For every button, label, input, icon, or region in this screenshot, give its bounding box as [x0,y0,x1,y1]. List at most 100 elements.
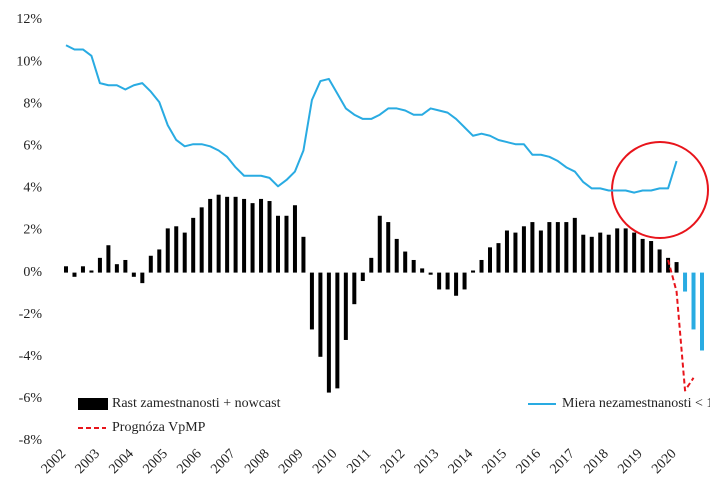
bar [148,255,153,273]
bar [428,272,433,275]
bar [555,222,560,273]
bar [674,262,679,273]
bar [131,272,136,277]
bar [403,251,408,273]
bar [182,232,187,273]
line [667,259,695,392]
legend-label: Rast zamestnanosti + nowcast [112,396,281,411]
legend-label: Prognóza VpMP [112,420,206,435]
legend-swatch [78,398,108,410]
bar [165,228,170,273]
x-tick-label: 2014 [446,446,476,476]
bar [242,198,247,273]
bar [250,203,255,273]
y-tick-label: -6% [19,391,43,406]
bar [191,217,196,273]
bar [284,215,289,273]
bar [276,215,280,273]
bar [462,272,467,290]
bar [318,272,323,357]
x-tick-label: 2017 [547,446,577,476]
bar [623,228,628,273]
bar [683,272,688,292]
x-tick-label: 2005 [140,446,170,476]
bar [80,266,85,273]
bar [649,241,654,273]
bar [233,196,238,273]
bar [360,272,365,282]
bar [657,249,662,273]
bar [632,232,637,273]
bar [479,259,484,273]
bar [530,222,535,273]
x-tick-label: 2009 [276,446,306,476]
x-tick-label: 2008 [242,446,272,476]
bar [394,238,399,273]
bar [420,268,425,273]
line [65,44,678,194]
bar [292,205,297,273]
bar [72,272,77,277]
x-tick-label: 2006 [174,446,204,476]
bar [208,198,213,273]
y-tick-label: 6% [23,139,42,154]
bar [267,201,272,273]
y-tick-label: -2% [19,307,43,322]
y-tick-label: 8% [23,96,42,111]
bar [538,230,543,273]
y-tick-label: 10% [16,54,42,69]
x-tick-label: 2013 [412,446,442,476]
x-tick-label: 2012 [378,446,408,476]
legend-label: Miera nezamestnanosti < 1 rok [562,396,710,411]
bar [471,270,476,273]
bar [437,272,442,290]
y-tick-label: 12% [16,12,42,27]
bar [386,222,391,273]
bar [106,245,111,273]
bar [225,196,230,273]
bar [174,226,179,273]
bar [377,215,382,273]
bar [411,259,416,273]
bar [343,272,348,340]
bar [496,243,501,273]
x-tick-label: 2007 [208,446,238,476]
x-tick-label: 2003 [73,446,103,476]
bar [199,207,204,273]
bar [216,194,221,273]
bar [564,222,569,273]
bar [64,266,68,273]
bar [259,198,264,273]
bar [97,257,102,273]
bar [89,270,94,273]
bar [140,272,145,284]
bar [445,272,450,290]
bar [123,259,128,273]
bar [700,272,704,351]
x-tick-label: 2020 [649,446,679,476]
y-tick-label: -8% [19,433,43,448]
bar [114,264,119,273]
bar [589,236,594,273]
bar [615,228,620,273]
bar [547,222,552,273]
x-tick-label: 2019 [615,446,645,476]
bar [572,217,577,273]
bar [454,272,459,296]
x-tick-label: 2004 [107,446,137,476]
y-tick-label: 2% [23,223,42,238]
bar [666,257,671,273]
bar [504,230,509,273]
bar [640,238,645,273]
bar [157,249,162,273]
y-tick-label: 4% [23,181,42,196]
bar [691,272,696,330]
bar [521,226,526,273]
x-tick-label: 2015 [480,446,510,476]
bar [581,234,586,273]
bar [513,232,518,273]
bar [488,247,492,273]
x-tick-label: 2002 [39,446,69,476]
x-tick-label: 2011 [344,446,374,476]
